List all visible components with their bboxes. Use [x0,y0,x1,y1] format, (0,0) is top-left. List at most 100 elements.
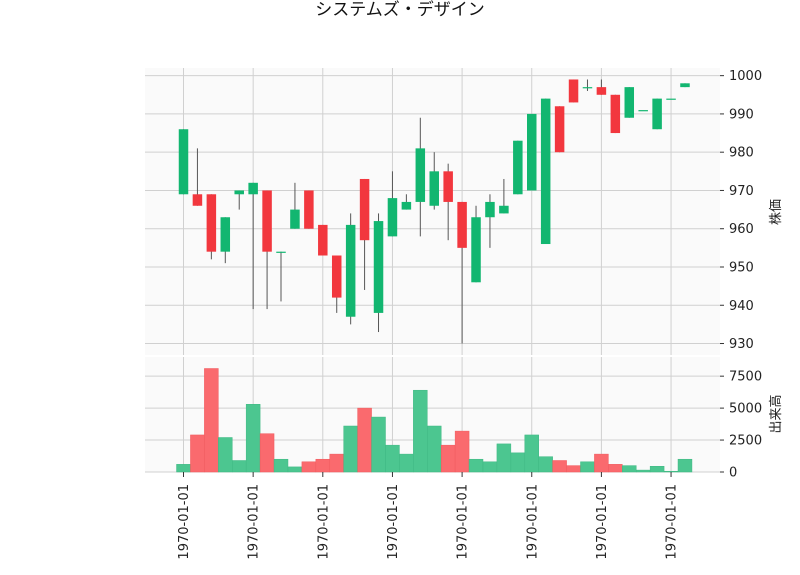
chart-title: システムズ・デザイン [315,0,485,20]
price-tick-label: 950 [729,260,754,275]
volume-bar [677,458,693,473]
candle-body [540,98,551,245]
candle-body [192,194,203,206]
candle-body [178,129,189,195]
candle-body [610,94,621,134]
volume-tick-label: 5000 [729,402,762,417]
volume-bar [273,458,289,473]
volume-bar [232,460,247,473]
price-panel [145,68,720,355]
volume-bar [524,434,539,473]
candle-body [220,217,231,252]
price-tick-label: 970 [729,184,754,199]
x-tick-label: 1970-01-01 [595,484,610,560]
candle-body [568,79,579,103]
volume-bar [190,434,205,473]
volume-bar [413,389,428,473]
candle-body [359,178,370,241]
volume-bar [608,464,623,473]
candle-body [304,190,314,229]
volume-tick-label: 0 [729,466,737,481]
candle-body [206,194,217,252]
candle-body [373,221,384,313]
x-tick-label: 1970-01-01 [386,484,401,560]
volume-bar [315,458,331,473]
axes: 930 940 950 960 970 980 990 1000 0 2500 5000 7500 19… [177,69,762,559]
volume-tick-label: 2500 [729,434,762,449]
candle-body [582,87,593,89]
x-tick-label: 1970-01-01 [247,484,262,560]
volume-bar [663,470,679,473]
candles [178,79,690,344]
volume-bar [538,456,553,473]
volume-bar [343,425,358,473]
candle-body [652,98,662,130]
candle-body [248,182,258,195]
volume-bar [427,425,442,473]
volume-bar [482,461,498,473]
volume-bar [622,465,637,473]
candle-body [471,217,481,283]
x-tick-label: 1970-01-01 [525,484,540,560]
price-tick-label: 980 [729,146,754,161]
candle-body [262,190,272,252]
volume-bar [371,416,386,473]
volume-bar [259,433,275,473]
x-tick-label: 1970-01-01 [177,484,192,560]
volume-bar [218,437,233,473]
volume-axis-label: 出来高 [768,394,784,433]
price-tick-label: 930 [729,337,754,352]
candle-body [554,106,565,153]
candle-body [290,209,300,229]
price-axis-label: 株価 [769,199,784,225]
volume-bar [594,453,609,473]
price-tick-label: 940 [729,299,754,314]
volume-bar [468,458,484,473]
candle-body [457,201,467,248]
volume-bar [580,461,595,473]
candle-body [638,110,648,112]
volume-bar [329,453,344,473]
candle-body [331,255,342,298]
x-tick-label: 1970-01-01 [316,484,331,560]
volume-bar [454,430,470,473]
volume-bar [204,368,219,473]
volume-bar [440,444,456,473]
candle-body [234,190,244,195]
volume-bar [245,404,261,473]
volume-bar [566,465,581,473]
candle-body [513,140,523,195]
candle-body [345,224,356,317]
candle-body [499,205,509,214]
candle-body [485,201,495,218]
price-tick-label: 1000 [729,69,762,84]
candle-body [415,148,426,202]
candle-body [401,201,412,210]
volume-bar [635,469,651,473]
volume-bar [357,407,372,473]
x-tick-label: 1970-01-01 [456,484,471,560]
volume-bar [176,464,191,473]
volume-bar [399,453,414,473]
volume-bar [301,461,317,473]
candle-body [596,87,607,95]
candle-body [429,171,439,206]
volume-bar [510,452,526,473]
candle-body [527,113,537,191]
volume-bar [287,466,303,473]
candle-body [624,87,635,118]
candle-body [443,171,453,202]
candle-body [387,198,398,237]
volume-bar [552,460,567,473]
candle-body [276,251,286,253]
candle-body [318,224,328,256]
volume-bar [385,444,400,473]
volume-bars [176,368,693,473]
volume-bar [496,443,512,473]
x-tick-label: 1970-01-01 [665,484,680,560]
price-tick-label: 960 [729,222,754,237]
volume-bar [649,466,665,473]
candle-body [666,98,676,100]
